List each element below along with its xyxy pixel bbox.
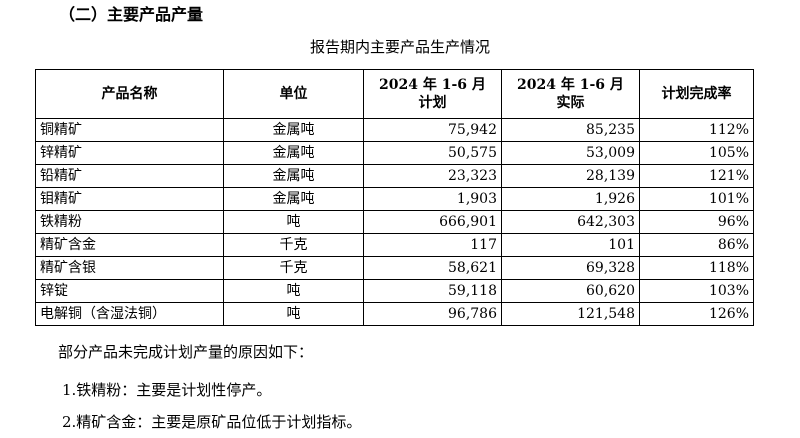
cell-completion-rate: 121% [639, 164, 754, 188]
cell-unit: 吨 [223, 279, 364, 303]
cell-completion-rate: 118% [639, 256, 754, 280]
cell-completion-rate: 103% [639, 279, 754, 303]
cell-unit: 千克 [223, 233, 364, 257]
table-row: 铜精矿 金属吨 75,942 85,235 112% [35, 118, 754, 142]
cell-completion-rate: 86% [639, 233, 754, 257]
cell-completion-rate: 105% [639, 141, 754, 165]
cell-actual: 53,009 [501, 141, 640, 165]
cell-planned: 666,901 [363, 210, 502, 234]
table-row: 电解铜（含湿法铜） 吨 96,786 121,548 126% [35, 302, 754, 326]
cell-product-name: 铅精矿 [35, 164, 224, 188]
cell-completion-rate: 101% [639, 187, 754, 211]
header-product-name: 产品名称 [35, 69, 224, 119]
cell-unit: 千克 [223, 256, 364, 280]
section-heading: （二）主要产品产量 [59, 5, 204, 24]
note-item: 2.精矿含金：主要是原矿品位低于计划指标。 [62, 413, 362, 431]
table-row: 精矿含银 千克 58,621 69,328 118% [35, 256, 754, 280]
header-actual: 2024 年 1-6 月 实际 [501, 69, 640, 119]
table-row: 铅精矿 金属吨 23,323 28,139 121% [35, 164, 754, 188]
header-unit: 单位 [223, 69, 364, 119]
header-planned: 2024 年 1-6 月 计划 [363, 69, 502, 119]
table-row: 精矿含金 千克 117 101 86% [35, 233, 754, 257]
cell-actual: 69,328 [501, 256, 640, 280]
notes-intro: 部分产品未完成计划产量的原因如下： [58, 343, 314, 361]
cell-planned: 117 [363, 233, 502, 257]
cell-actual: 85,235 [501, 118, 640, 142]
cell-product-name: 钼精矿 [35, 187, 224, 211]
cell-planned: 50,575 [363, 141, 502, 165]
cell-planned: 75,942 [363, 118, 502, 142]
cell-planned: 1,903 [363, 187, 502, 211]
header-completion-rate: 计划完成率 [639, 69, 754, 119]
cell-unit: 金属吨 [223, 118, 364, 142]
table-row: 锌锭 吨 59,118 60,620 103% [35, 279, 754, 303]
table-row: 铁精粉 吨 666,901 642,303 96% [35, 210, 754, 234]
cell-product-name: 锌精矿 [35, 141, 224, 165]
table-row: 锌精矿 金属吨 50,575 53,009 105% [35, 141, 754, 165]
cell-unit: 吨 [223, 210, 364, 234]
cell-actual: 28,139 [501, 164, 640, 188]
table-header-row: 产品名称 单位 2024 年 1-6 月 计划 2024 年 1-6 月 实际 … [35, 69, 754, 119]
production-table: 产品名称 单位 2024 年 1-6 月 计划 2024 年 1-6 月 实际 … [35, 69, 754, 326]
cell-actual: 642,303 [501, 210, 640, 234]
cell-completion-rate: 126% [639, 302, 754, 326]
table-row: 钼精矿 金属吨 1,903 1,926 101% [35, 187, 754, 211]
cell-actual: 101 [501, 233, 640, 257]
cell-completion-rate: 96% [639, 210, 754, 234]
cell-product-name: 精矿含金 [35, 233, 224, 257]
cell-unit: 金属吨 [223, 141, 364, 165]
cell-actual: 121,548 [501, 302, 640, 326]
cell-actual: 60,620 [501, 279, 640, 303]
cell-product-name: 锌锭 [35, 279, 224, 303]
cell-unit: 金属吨 [223, 187, 364, 211]
cell-planned: 58,621 [363, 256, 502, 280]
cell-planned: 59,118 [363, 279, 502, 303]
cell-unit: 金属吨 [223, 164, 364, 188]
cell-product-name: 精矿含银 [35, 256, 224, 280]
cell-planned: 23,323 [363, 164, 502, 188]
cell-product-name: 电解铜（含湿法铜） [35, 302, 224, 326]
cell-product-name: 铜精矿 [35, 118, 224, 142]
cell-product-name: 铁精粉 [35, 210, 224, 234]
cell-completion-rate: 112% [639, 118, 754, 142]
cell-planned: 96,786 [363, 302, 502, 326]
cell-actual: 1,926 [501, 187, 640, 211]
note-item: 1.铁精粉：主要是计划性停产。 [62, 381, 272, 399]
table-caption: 报告期内主要产品生产情况 [309, 38, 490, 56]
cell-unit: 吨 [223, 302, 364, 326]
